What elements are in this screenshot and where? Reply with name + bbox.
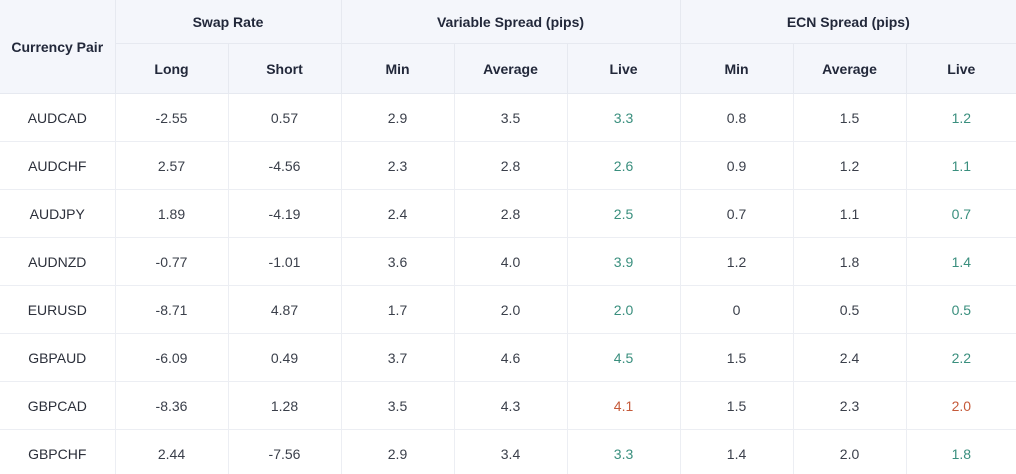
pair-cell: GBPCHF	[0, 429, 116, 474]
table-row: EURUSD -8.71 4.87 1.7 2.0 2.0 0 0.5 0.5	[0, 285, 1016, 334]
pair-cell: AUDNZD	[0, 237, 116, 286]
ecn-min-cell: 0.7	[680, 189, 794, 238]
ecn-average-cell: 1.8	[793, 237, 907, 286]
header-variable-min: Min	[341, 43, 455, 94]
pair-cell: GBPAUD	[0, 333, 116, 382]
ecn-live-cell: 2.0	[906, 381, 1016, 430]
variable-live-cell: 3.3	[567, 93, 681, 142]
header-variable-average: Average	[454, 43, 568, 94]
variable-min-cell: 3.7	[341, 333, 455, 382]
ecn-average-cell: 1.1	[793, 189, 907, 238]
ecn-average-cell: 2.3	[793, 381, 907, 430]
swap-long-cell: -2.55	[115, 93, 229, 142]
variable-average-cell: 4.3	[454, 381, 568, 430]
swap-long-cell: -8.36	[115, 381, 229, 430]
table-row: AUDJPY 1.89 -4.19 2.4 2.8 2.5 0.7 1.1 0.7	[0, 189, 1016, 238]
variable-min-cell: 3.6	[341, 237, 455, 286]
pair-cell: EURUSD	[0, 285, 116, 334]
header-swap-rate: Swap Rate	[115, 0, 342, 44]
variable-live-cell: 2.5	[567, 189, 681, 238]
header-ecn-average: Average	[793, 43, 907, 94]
variable-live-cell: 3.3	[567, 429, 681, 474]
ecn-average-cell: 1.5	[793, 93, 907, 142]
table-row: GBPCAD -8.36 1.28 3.5 4.3 4.1 1.5 2.3 2.0	[0, 381, 1016, 430]
variable-average-cell: 2.8	[454, 189, 568, 238]
swap-short-cell: -7.56	[228, 429, 342, 474]
swap-long-cell: 1.89	[115, 189, 229, 238]
ecn-min-cell: 1.5	[680, 333, 794, 382]
variable-average-cell: 3.4	[454, 429, 568, 474]
pair-cell: AUDCAD	[0, 93, 116, 142]
ecn-live-cell: 0.5	[906, 285, 1016, 334]
ecn-min-cell: 0.8	[680, 93, 794, 142]
variable-average-cell: 2.8	[454, 141, 568, 190]
swap-short-cell: -1.01	[228, 237, 342, 286]
swap-long-cell: -6.09	[115, 333, 229, 382]
variable-average-cell: 3.5	[454, 93, 568, 142]
variable-live-cell: 3.9	[567, 237, 681, 286]
variable-min-cell: 2.9	[341, 429, 455, 474]
table-row: GBPAUD -6.09 0.49 3.7 4.6 4.5 1.5 2.4 2.2	[0, 333, 1016, 382]
header-ecn-spread: ECN Spread (pips)	[680, 0, 1016, 44]
header-ecn-min: Min	[680, 43, 794, 94]
swap-long-cell: 2.44	[115, 429, 229, 474]
ecn-live-cell: 1.2	[906, 93, 1016, 142]
variable-live-cell: 2.6	[567, 141, 681, 190]
pair-cell: GBPCAD	[0, 381, 116, 430]
variable-average-cell: 4.6	[454, 333, 568, 382]
ecn-average-cell: 1.2	[793, 141, 907, 190]
header-variable-live: Live	[567, 43, 681, 94]
header-swap-long: Long	[115, 43, 229, 94]
table-body: AUDCAD -2.55 0.57 2.9 3.5 3.3 0.8 1.5 1.2 AUDCHF 2…	[0, 93, 1016, 474]
swap-long-cell: 2.57	[115, 141, 229, 190]
table-row: AUDNZD -0.77 -1.01 3.6 4.0 3.9 1.2 1.8 1.4	[0, 237, 1016, 286]
ecn-average-cell: 2.4	[793, 333, 907, 382]
ecn-min-cell: 1.2	[680, 237, 794, 286]
swap-short-cell: 1.28	[228, 381, 342, 430]
variable-average-cell: 4.0	[454, 237, 568, 286]
swap-short-cell: 0.57	[228, 93, 342, 142]
swap-long-cell: -0.77	[115, 237, 229, 286]
header-group-row: Currency Pair Swap Rate Variable Spread …	[0, 0, 1016, 94]
ecn-average-cell: 0.5	[793, 285, 907, 334]
header-ecn-live: Live	[906, 43, 1016, 94]
variable-live-cell: 4.1	[567, 381, 681, 430]
variable-min-cell: 1.7	[341, 285, 455, 334]
variable-min-cell: 2.9	[341, 93, 455, 142]
ecn-live-cell: 1.8	[951, 445, 972, 462]
ecn-min-cell: 1.4	[680, 429, 794, 474]
table-row: GBPCHF 2.44 -7.56 2.9 3.4 3.3 1.4 2.0 1.8	[0, 429, 1016, 474]
table-row: AUDCHF 2.57 -4.56 2.3 2.8 2.6 0.9 1.2 1.1	[0, 141, 1016, 190]
ecn-min-cell: 0	[680, 285, 794, 334]
variable-min-cell: 2.4	[341, 189, 455, 238]
ecn-average-cell: 2.0	[793, 429, 907, 474]
ecn-live-cell: 0.7	[906, 189, 1016, 238]
ecn-min-cell: 0.9	[680, 141, 794, 190]
header-currency-pair: Currency Pair	[0, 0, 116, 94]
header-sub-row: Long Short Min Average Live Min Average …	[0, 43, 1016, 94]
variable-live-cell: 2.0	[567, 285, 681, 334]
variable-min-cell: 3.5	[341, 381, 455, 430]
swap-short-cell: 4.87	[228, 285, 342, 334]
header-swap-short: Short	[228, 43, 342, 94]
ecn-live-cell: 1.1	[906, 141, 1016, 190]
table-header: Currency Pair Swap Rate Variable Spread …	[0, 0, 1016, 94]
swap-short-cell: -4.56	[228, 141, 342, 190]
header-variable-spread: Variable Spread (pips)	[341, 0, 681, 44]
variable-min-cell: 2.3	[341, 141, 455, 190]
variable-live-cell: 4.5	[567, 333, 681, 382]
swap-short-cell: 0.49	[228, 333, 342, 382]
table-row: AUDCAD -2.55 0.57 2.9 3.5 3.3 0.8 1.5 1.2	[0, 93, 1016, 142]
swap-short-cell: -4.19	[228, 189, 342, 238]
ecn-min-cell: 1.5	[680, 381, 794, 430]
variable-average-cell: 2.0	[454, 285, 568, 334]
ecn-live-cell: 2.2	[906, 333, 1016, 382]
ecn-live-cell: 1.4	[906, 237, 1016, 286]
swap-long-cell: -8.71	[115, 285, 229, 334]
pair-cell: AUDJPY	[0, 189, 116, 238]
pair-cell: AUDCHF	[0, 141, 116, 190]
